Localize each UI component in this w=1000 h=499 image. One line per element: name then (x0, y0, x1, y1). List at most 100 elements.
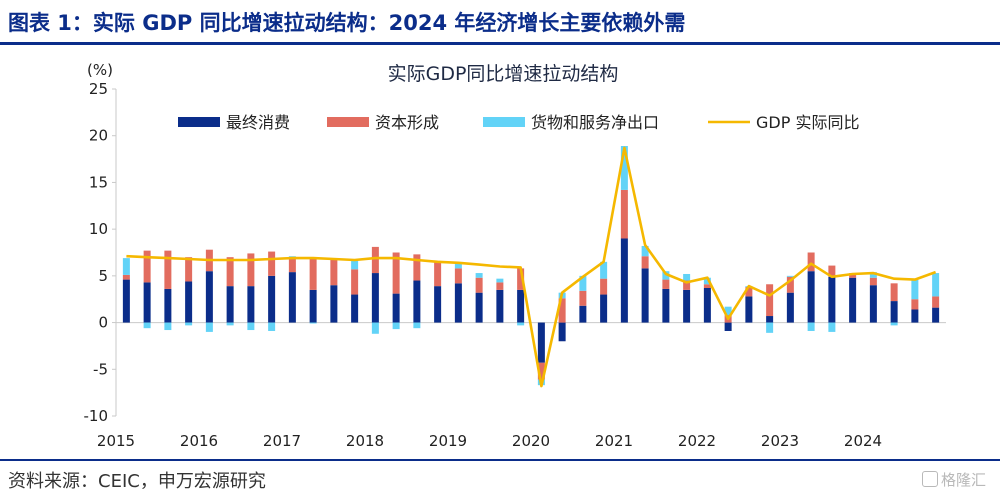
bar-net-exports (205, 322, 213, 332)
bar-investment (185, 257, 193, 282)
bar-net-exports (122, 258, 130, 275)
bar-investment (911, 299, 919, 310)
bar-consumption (807, 271, 815, 323)
bar-net-exports (371, 322, 379, 334)
bar-investment (662, 279, 670, 289)
x-tick-label: 2022 (678, 432, 716, 450)
figure-title: 图表 1：实际 GDP 同比增速拉动结构：2024 年经济增长主要依赖外需 (8, 11, 686, 35)
y-tick-label: 25 (89, 80, 108, 98)
bar-investment (600, 278, 608, 295)
bar-net-exports (641, 245, 649, 257)
bar-consumption (517, 289, 525, 323)
legend: 最终消费 资本形成 货物和服务净出口 GDP 实际同比 (178, 113, 859, 132)
bar-net-exports (268, 322, 276, 331)
bar-consumption (413, 280, 421, 323)
y-tick-label: 15 (89, 173, 108, 191)
y-tick-label: 20 (89, 127, 108, 145)
bar-net-exports (766, 322, 774, 333)
bar-consumption (309, 289, 317, 323)
bar-investment (288, 259, 296, 273)
bar-investment (496, 282, 504, 290)
bars (122, 145, 940, 386)
bar-consumption (205, 271, 213, 323)
bar-investment (932, 296, 940, 308)
bar-consumption (185, 281, 193, 323)
y-tick-label: 0 (98, 314, 108, 332)
bar-net-exports (413, 322, 421, 329)
bar-investment (413, 254, 421, 281)
bar-consumption (330, 285, 338, 323)
bar-consumption (600, 294, 608, 323)
bar-net-exports (143, 322, 151, 329)
bar-consumption (703, 288, 711, 323)
bar-investment (890, 283, 898, 302)
bar-net-exports (309, 322, 317, 324)
bar-net-exports (703, 277, 711, 285)
bar-consumption (620, 238, 628, 323)
bar-consumption (869, 285, 877, 323)
bar-consumption (558, 322, 566, 342)
bar-investment (392, 252, 400, 294)
bar-consumption (371, 273, 379, 323)
x-tick-label: 2021 (595, 432, 633, 450)
bar-net-exports (392, 322, 400, 330)
bar-investment (371, 246, 379, 274)
bar-investment (849, 273, 857, 278)
bar-consumption (641, 268, 649, 323)
bar-investment (683, 280, 691, 290)
bar-net-exports (351, 260, 359, 270)
bar-investment (164, 250, 172, 289)
bar-consumption (392, 293, 400, 323)
watermark: 格隆汇 (921, 469, 986, 490)
bar-consumption (662, 288, 670, 323)
bar-net-exports (932, 273, 940, 297)
bar-investment (807, 252, 815, 272)
bar-net-exports (807, 322, 815, 331)
bar-investment (537, 362, 545, 380)
bar-consumption (579, 305, 587, 323)
x-tick-label: 2017 (263, 432, 301, 450)
bar-net-exports (475, 273, 483, 278)
x-tick-label: 2020 (512, 432, 550, 450)
bar-investment (641, 256, 649, 269)
bar-consumption (475, 292, 483, 323)
bar-consumption (786, 292, 794, 323)
bar-investment (454, 268, 462, 284)
bar-investment (143, 250, 151, 283)
bar-consumption (890, 301, 898, 323)
bar-investment (745, 287, 753, 297)
x-tick-label: 2016 (180, 432, 218, 450)
bar-investment (247, 253, 255, 287)
bar-investment (828, 265, 836, 277)
legend-label-gdp: GDP 实际同比 (756, 113, 859, 132)
bar-consumption (226, 286, 234, 323)
bar-investment (122, 274, 130, 280)
x-tick-label: 2015 (97, 432, 135, 450)
bar-consumption (268, 275, 276, 323)
x-tick-label: 2024 (844, 432, 882, 450)
bar-investment (558, 298, 566, 323)
watermark-logo-icon (921, 471, 938, 487)
bar-investment (226, 257, 234, 287)
bar-consumption (828, 276, 836, 323)
bar-consumption (537, 322, 545, 363)
bar-consumption (496, 289, 504, 323)
stacked-bar-line-chart: 实际GDP同比增速拉动结构 (%) 最终消费 资本形成 货物和服务净出口 GDP 实际… (84, 61, 946, 450)
bar-consumption (143, 282, 151, 323)
gdp-line (126, 146, 937, 388)
y-axis-unit: (%) (87, 61, 113, 79)
bar-consumption (745, 296, 753, 323)
bar-investment (268, 251, 276, 276)
bar-investment (620, 189, 628, 239)
bar-consumption (434, 286, 442, 323)
bar-net-exports (164, 322, 172, 331)
bar-net-exports (869, 272, 877, 278)
source-note: 资料来源：CEIC，申万宏源研究 (8, 471, 266, 492)
bar-consumption (454, 283, 462, 323)
title-rule (0, 42, 1000, 45)
bar-net-exports (226, 322, 234, 326)
chart-title: 实际GDP同比增速拉动结构 (388, 63, 619, 85)
legend-label-consumption: 最终消费 (226, 113, 290, 132)
bar-consumption (351, 294, 359, 323)
